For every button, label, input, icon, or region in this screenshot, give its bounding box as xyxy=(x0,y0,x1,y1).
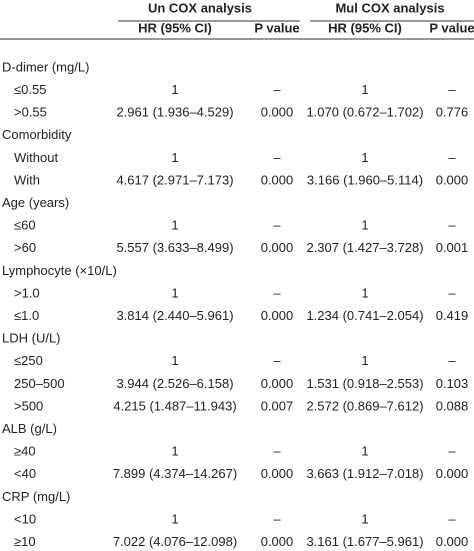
cell: 3.814 (2.440–5.961) xyxy=(116,308,233,323)
cell: 0.103 xyxy=(436,376,469,391)
row-label: ≥10 xyxy=(14,534,36,549)
row-label: >500 xyxy=(14,398,43,413)
row-label: >1.0 xyxy=(14,285,40,300)
cell: 0.000 xyxy=(261,466,294,481)
column-header: HR (95% CI) xyxy=(138,20,212,35)
group-label: CRP (mg/L) xyxy=(2,489,70,504)
cell: – xyxy=(273,353,281,368)
row-label: 250–500 xyxy=(14,376,65,391)
cell: 0.001 xyxy=(436,240,469,255)
cell: 1 xyxy=(361,82,368,97)
cell: 0.000 xyxy=(261,376,294,391)
cell: 1 xyxy=(361,150,368,165)
group-header: Un COX analysis xyxy=(148,0,252,15)
cell: 0.007 xyxy=(261,398,294,413)
cell: 0.000 xyxy=(436,466,469,481)
cell: 1 xyxy=(171,150,178,165)
cell: 1 xyxy=(361,218,368,233)
cell: 3.944 (2.526–6.158) xyxy=(116,376,233,391)
row-label: With xyxy=(14,172,40,187)
cell: 7.899 (4.374–14.267) xyxy=(113,466,237,481)
cell: 1 xyxy=(361,444,368,459)
row-label: >0.55 xyxy=(14,105,47,120)
group-label: Age (years) xyxy=(2,195,69,210)
cell: – xyxy=(448,444,456,459)
cell: – xyxy=(448,285,456,300)
cell: – xyxy=(448,353,456,368)
cell: 5.557 (3.633–8.499) xyxy=(116,240,233,255)
group-label: ALB (g/L) xyxy=(2,421,57,436)
cell: 0.000 xyxy=(261,308,294,323)
cell: 0.776 xyxy=(436,105,469,120)
group-label: Lymphocyte (×10/L) xyxy=(2,263,117,278)
column-header: P value xyxy=(254,20,299,35)
cell: 4.215 (1.487–11.943) xyxy=(113,398,236,413)
row-label: ≤0.55 xyxy=(14,82,46,97)
cell: 0.000 xyxy=(261,172,294,187)
group-header: Mul COX analysis xyxy=(335,0,444,15)
cell: 1 xyxy=(171,82,178,97)
column-header: P value xyxy=(429,20,474,35)
cell: 1 xyxy=(361,285,368,300)
group-label: LDH (U/L) xyxy=(2,331,61,346)
cell: 0.000 xyxy=(261,240,294,255)
row-label: ≥40 xyxy=(14,444,36,459)
group-label: Comorbidity xyxy=(2,127,72,142)
cell: – xyxy=(273,82,281,97)
row-label: ≤1.0 xyxy=(14,308,39,323)
cell: – xyxy=(273,511,281,526)
cell: 3.161 (1.677–5.961) xyxy=(306,534,423,549)
cell: – xyxy=(273,444,281,459)
cell: – xyxy=(448,82,456,97)
row-label: >60 xyxy=(14,240,36,255)
cell: 3.663 (1.912–7.018) xyxy=(306,466,423,481)
cell: 2.307 (1.427–3.728) xyxy=(306,240,423,255)
cell: 2.961 (1.936–4.529) xyxy=(116,105,233,120)
row-label: <40 xyxy=(14,466,36,481)
cell: 0.000 xyxy=(436,172,469,187)
cell: 0.000 xyxy=(261,105,294,120)
cell: 0.419 xyxy=(436,308,469,323)
cell: 1.070 (0.672–1.702) xyxy=(306,105,423,120)
cell: 1 xyxy=(171,218,178,233)
cell: 2.572 (0.869–7.612) xyxy=(306,398,423,413)
cell: 0.000 xyxy=(261,534,294,549)
cell: 0.000 xyxy=(436,534,469,549)
row-label: Without xyxy=(14,150,58,165)
cell: 1 xyxy=(171,444,178,459)
cell: 7.022 (4.076–12.098) xyxy=(113,534,237,549)
cell: – xyxy=(448,511,456,526)
column-header: HR (95% CI) xyxy=(328,20,402,35)
row-label: <10 xyxy=(14,511,36,526)
cell: – xyxy=(273,285,281,300)
cell: 1 xyxy=(361,353,368,368)
cell: 1.531 (0.918–2.553) xyxy=(306,376,423,391)
cell: 1 xyxy=(361,511,368,526)
cell: – xyxy=(273,218,281,233)
cell: 0.088 xyxy=(436,398,469,413)
cell: 4.617 (2.971–7.173) xyxy=(116,172,233,187)
cell: 3.166 (1.960–5.114) xyxy=(307,172,423,187)
cell: – xyxy=(448,150,456,165)
cell: 1 xyxy=(171,511,178,526)
cell: 1 xyxy=(171,353,178,368)
row-label: ≤250 xyxy=(14,353,43,368)
cell: – xyxy=(273,150,281,165)
cell: 1 xyxy=(171,285,178,300)
row-label: ≤60 xyxy=(14,218,36,233)
group-label: D-dimer (mg/L) xyxy=(2,59,89,74)
cell: – xyxy=(448,218,456,233)
cell: 1.234 (0.741–2.054) xyxy=(306,308,423,323)
